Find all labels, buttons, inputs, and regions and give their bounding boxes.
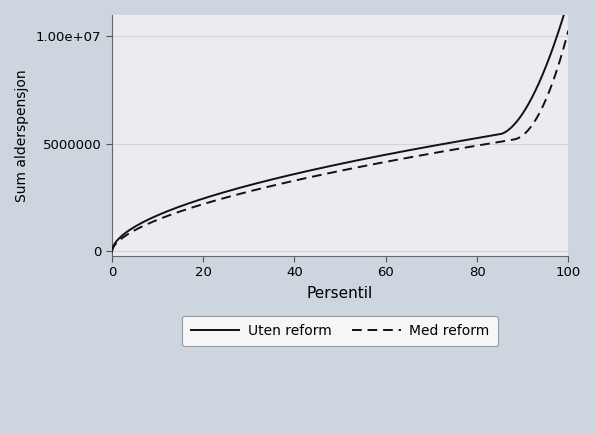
Med reform: [355, 164, 362, 170]
Med reform: [554, 66, 561, 71]
Uten reform: [108, 249, 116, 254]
Uten reform: [565, 0, 572, 3]
Med reform: [328, 170, 335, 175]
Med reform: [565, 28, 572, 33]
Med reform: [108, 249, 116, 254]
Uten reform: [355, 158, 362, 163]
Legend: Uten reform, Med reform: Uten reform, Med reform: [182, 316, 498, 346]
Med reform: [380, 160, 387, 165]
Uten reform: [328, 163, 335, 168]
Uten reform: [554, 32, 561, 37]
Y-axis label: Sum alderspensjon: Sum alderspensjon: [15, 69, 29, 202]
Line: Uten reform: Uten reform: [112, 0, 569, 251]
X-axis label: Persentil: Persentil: [307, 286, 373, 301]
Med reform: [482, 141, 489, 147]
Line: Med reform: Med reform: [112, 30, 569, 251]
Uten reform: [380, 152, 387, 158]
Uten reform: [482, 134, 489, 139]
Med reform: [325, 171, 332, 176]
Uten reform: [325, 164, 332, 169]
